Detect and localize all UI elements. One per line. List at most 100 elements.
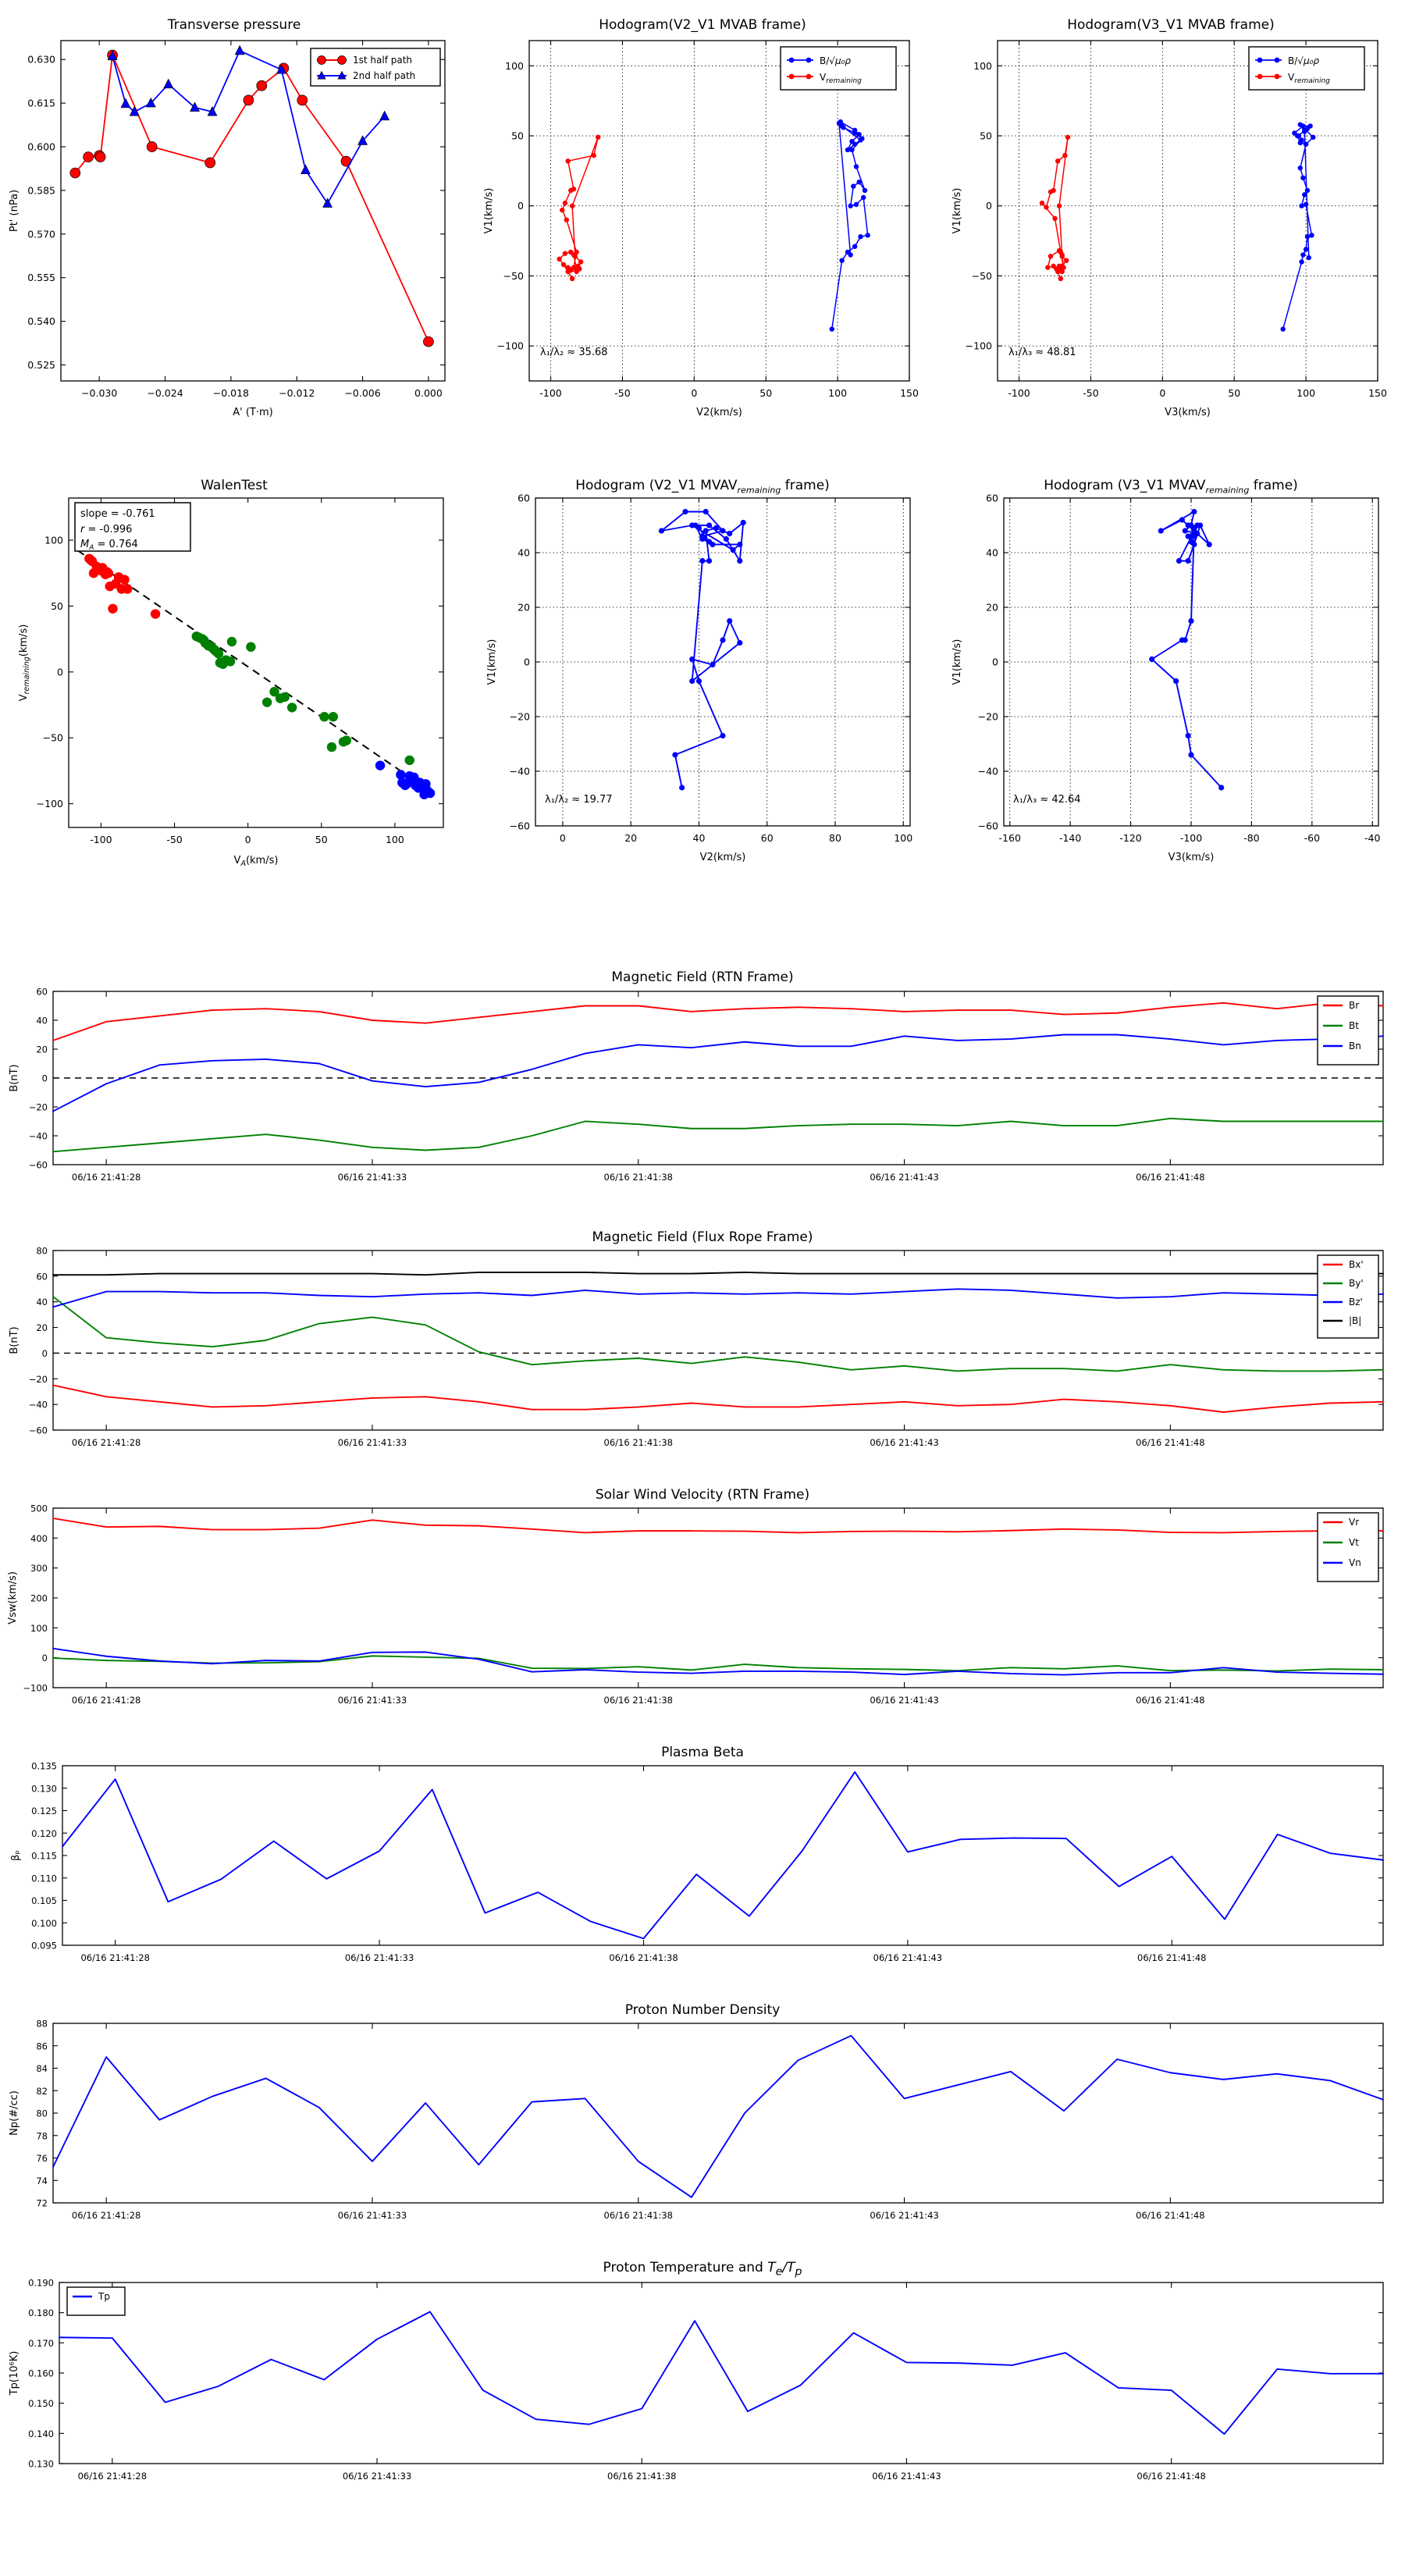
svg-text:100: 100	[828, 387, 847, 399]
svg-text:06/16 21:41:48: 06/16 21:41:48	[1137, 1952, 1206, 1963]
svg-text:500: 500	[30, 1503, 48, 1514]
mvav-v3-title-text: Hodogram (V3_V1 MVAVremaining frame)	[1044, 478, 1298, 496]
svg-text:100: 100	[386, 834, 404, 845]
svg-text:20: 20	[36, 1044, 48, 1055]
panel-hodogram-v3v1-mvav: Hodogram (V3_V1 MVAVremaining frame) -16…	[937, 461, 1405, 913]
svg-text:06/16 21:41:28: 06/16 21:41:28	[72, 2210, 140, 2221]
svg-text:V1(km/s): V1(km/s)	[483, 188, 495, 234]
svg-text:0.105: 0.105	[31, 1895, 57, 1906]
svg-text:20: 20	[36, 1322, 48, 1333]
svg-text:80: 80	[36, 1246, 48, 1257]
svg-text:Bt: Bt	[1349, 1020, 1359, 1031]
svg-text:06/16 21:41:48: 06/16 21:41:48	[1136, 2471, 1205, 2482]
svg-text:50: 50	[1228, 387, 1240, 399]
svg-text:-100: -100	[539, 387, 561, 399]
svg-text:MA = 0.764: MA = 0.764	[80, 539, 138, 552]
svg-text:V1(km/s): V1(km/s)	[486, 639, 498, 685]
svg-text:Vsw(km/s): Vsw(km/s)	[7, 1571, 19, 1624]
svg-text:20: 20	[986, 602, 998, 614]
svg-text:80: 80	[36, 2108, 48, 2119]
svg-text:06/16 21:41:48: 06/16 21:41:48	[1136, 2210, 1204, 2221]
svg-text:Np(#/cc): Np(#/cc)	[9, 2090, 20, 2136]
svg-text:λ₁/λ₂ ≈ 19.77: λ₁/λ₂ ≈ 19.77	[545, 794, 613, 806]
svg-text:-60: -60	[1304, 832, 1320, 844]
svg-text:V1(km/s): V1(km/s)	[951, 188, 963, 234]
hodogram-v3v1-mvav-title: Hodogram (V3_V1 MVAVremaining frame)	[937, 478, 1405, 495]
svg-text:76: 76	[36, 2153, 48, 2164]
svg-text:0.150: 0.150	[28, 2398, 54, 2409]
svg-text:Br: Br	[1349, 1000, 1359, 1011]
svg-text:100: 100	[894, 832, 912, 844]
svg-text:0.630: 0.630	[27, 54, 55, 66]
svg-text:0.525: 0.525	[27, 359, 55, 371]
panel-walen-test: WalenTest -100 -50 0 50 100 −100 −50 0 50 100 slop…	[0, 461, 468, 913]
svg-text:06/16 21:41:38: 06/16 21:41:38	[609, 1952, 678, 1963]
svg-text:06/16 21:41:48: 06/16 21:41:48	[1136, 1172, 1204, 1183]
svg-text:−20: −20	[510, 711, 530, 723]
svg-text:100: 100	[505, 60, 524, 72]
svg-text:−0.012: −0.012	[279, 387, 315, 399]
svg-text:60: 60	[36, 987, 48, 998]
svg-text:0.110: 0.110	[31, 1873, 57, 1884]
svg-text:−100: −100	[23, 1683, 48, 1694]
svg-text:100: 100	[30, 1623, 48, 1634]
svg-text:−0.006: −0.006	[344, 387, 380, 399]
svg-text:−20: −20	[978, 711, 998, 723]
hodogram-v2v1-mvab-title: Hodogram(V2_V1 MVAB frame)	[599, 17, 806, 33]
svg-text:λ₁/λ₃ ≈ 42.64: λ₁/λ₃ ≈ 42.64	[1013, 794, 1081, 806]
mvav-v2-title-text: Hodogram (V2_V1 MVAVremaining frame)	[575, 478, 830, 496]
svg-text:06/16 21:41:43: 06/16 21:41:43	[870, 1695, 938, 1706]
svg-text:−40: −40	[510, 766, 530, 777]
svg-text:λ₁/λ₂ ≈ 35.68: λ₁/λ₂ ≈ 35.68	[540, 347, 608, 358]
svg-text:0: 0	[524, 656, 530, 668]
vsw-title: Solar Wind Velocity (RTN Frame)	[595, 1487, 810, 1503]
svg-text:βₚ: βₚ	[10, 1850, 22, 1861]
svg-text:60: 60	[36, 1271, 48, 1282]
svg-text:0: 0	[691, 387, 697, 399]
svg-text:|B|: |B|	[1349, 1315, 1361, 1326]
svg-text:−40: −40	[978, 766, 998, 777]
svg-text:0: 0	[42, 1348, 48, 1359]
svg-text:40: 40	[986, 547, 998, 559]
svg-text:By': By'	[1349, 1278, 1364, 1289]
tp-title: Proton Temperature and Te/Tp	[0, 2260, 1405, 2278]
svg-text:88: 88	[36, 2019, 48, 2030]
svg-text:06/16 21:41:48: 06/16 21:41:48	[1136, 1437, 1204, 1448]
svg-text:06/16 21:41:28: 06/16 21:41:28	[72, 1437, 140, 1448]
svg-text:0: 0	[42, 1073, 48, 1084]
svg-text:−50: −50	[503, 270, 524, 282]
svg-text:150: 150	[1368, 387, 1387, 399]
svg-text:100: 100	[44, 535, 63, 546]
svg-text:−40: −40	[29, 1400, 48, 1411]
svg-text:0.100: 0.100	[31, 1918, 57, 1929]
svg-text:−50: −50	[972, 270, 992, 282]
beta-title: Plasma Beta	[661, 1745, 744, 1760]
svg-text:Pt' (nPa): Pt' (nPa)	[9, 190, 20, 232]
svg-text:06/16 21:41:38: 06/16 21:41:38	[604, 1172, 673, 1183]
panel-hodogram-v3v1-mvab: Hodogram(V3_V1 MVAB frame) -100 -50 0 50 100…	[937, 0, 1405, 461]
svg-text:Bz': Bz'	[1349, 1297, 1363, 1308]
svg-text:-100: -100	[1008, 387, 1030, 399]
svg-text:0.160: 0.160	[28, 2368, 54, 2379]
svg-text:40: 40	[36, 1297, 48, 1308]
svg-text:0.135: 0.135	[31, 1761, 57, 1772]
tp-title-text: Proton Temperature and Te/Tp	[603, 2260, 802, 2279]
svg-text:50: 50	[51, 600, 63, 612]
svg-text:V2(km/s): V2(km/s)	[700, 852, 746, 863]
svg-text:−60: −60	[29, 1425, 48, 1436]
svg-text:-40: -40	[1364, 832, 1380, 844]
svg-text:50: 50	[980, 130, 992, 142]
svg-text:06/16 21:41:43: 06/16 21:41:43	[870, 2210, 938, 2221]
svg-text:100: 100	[1297, 387, 1315, 399]
svg-text:06/16 21:41:38: 06/16 21:41:38	[604, 2210, 673, 2221]
svg-text:60: 60	[518, 493, 530, 504]
svg-text:0: 0	[560, 832, 566, 844]
walen-test-title: WalenTest	[201, 478, 268, 493]
svg-text:-50: -50	[166, 834, 182, 845]
svg-text:0: 0	[245, 834, 251, 845]
svg-text:r = -0.996: r = -0.996	[80, 524, 132, 535]
svg-text:-100: -100	[1180, 832, 1202, 844]
svg-text:−50: −50	[43, 732, 63, 744]
svg-text:84: 84	[36, 2063, 48, 2074]
hodogram-v3v1-mvab-title: Hodogram(V3_V1 MVAB frame)	[1067, 17, 1275, 33]
